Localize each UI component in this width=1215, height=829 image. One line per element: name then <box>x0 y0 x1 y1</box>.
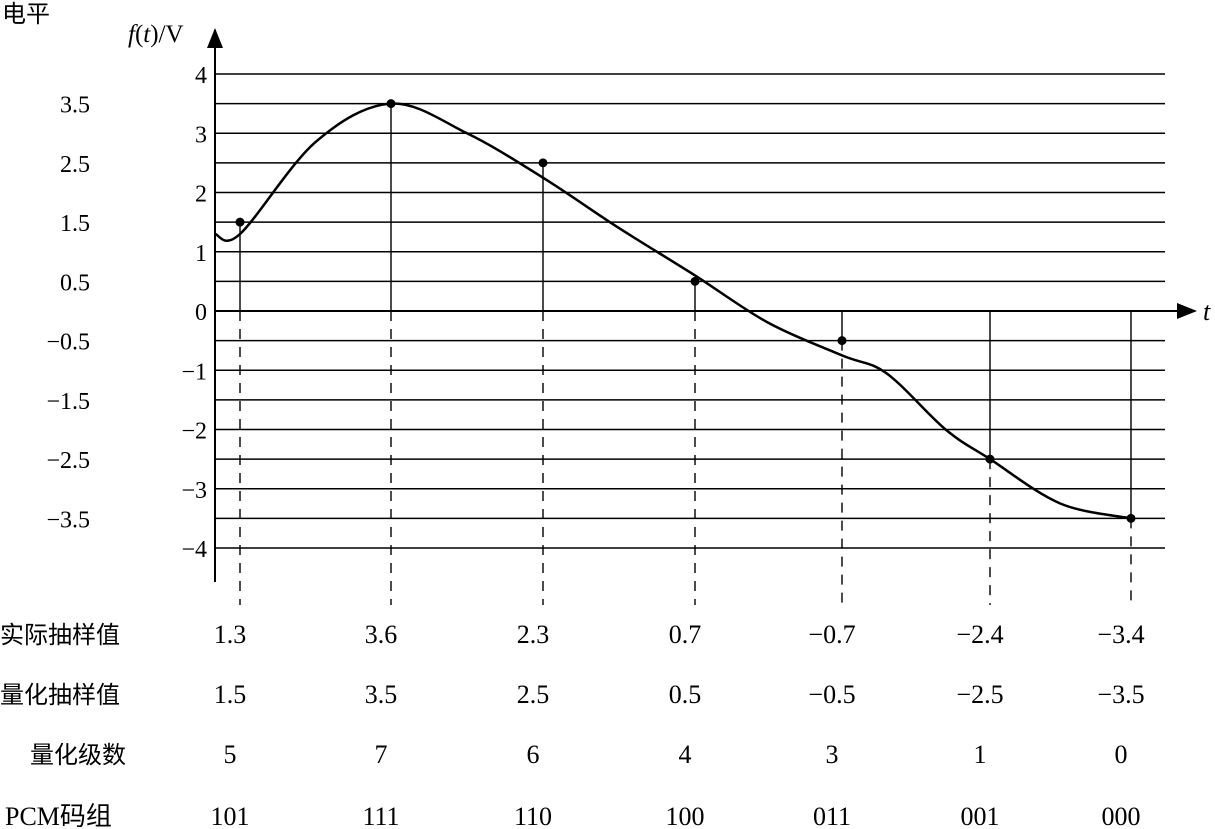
table-cell-code: 111 <box>362 802 399 829</box>
table-cell-actual: 1.3 <box>214 620 247 649</box>
level-tick-label: −2.5 <box>46 448 90 474</box>
level-tick-label: −1.5 <box>46 389 90 415</box>
table-cell-code: 000 <box>1102 802 1141 829</box>
table-cell-level: 6 <box>527 740 540 769</box>
table-cell-actual: 2.3 <box>517 620 550 649</box>
sample-point <box>235 217 245 227</box>
table-row-labels: 实际抽样值 量化抽样值 量化级数 PCM码组 <box>0 621 126 829</box>
table-cell-code: 011 <box>813 802 851 829</box>
y-tick-label: 4 <box>195 63 207 89</box>
table-cell-actual: 0.7 <box>669 620 702 649</box>
table-values: 1.3 3.6 2.3 0.7 −0.7 −2.4 −3.4 1.5 3.5 2.5 0.5 −0.5… <box>211 620 1145 829</box>
table-cell-level: 7 <box>375 740 388 769</box>
table-cell-quantized: 2.5 <box>517 680 550 709</box>
y-tick-label: 3 <box>195 122 207 148</box>
level-tick-label: 0.5 <box>60 270 90 296</box>
level-tick-label: 2.5 <box>60 152 90 178</box>
y-tick-label: 0 <box>195 300 207 326</box>
sample-point <box>690 276 700 286</box>
y-tick-label: 2 <box>195 182 207 208</box>
table-cell-level: 0 <box>1115 740 1128 769</box>
table-cell-code: 101 <box>211 802 250 829</box>
sample-points <box>235 99 1136 523</box>
sample-point <box>386 99 396 109</box>
table-cell-actual: −2.4 <box>956 620 1003 649</box>
sample-point <box>538 158 548 168</box>
y-axis-title: f(t)/V <box>128 21 184 48</box>
sample-point <box>985 454 995 464</box>
y-tick-label: −2 <box>181 419 207 445</box>
y-tick-labels: 4 3 2 1 0 −1 −2 −3 −4 <box>181 63 207 563</box>
table-cell-code: 001 <box>961 802 1000 829</box>
y-tick-label: −1 <box>181 359 207 385</box>
table-cell-actual: −3.4 <box>1097 620 1144 649</box>
y-tick-label: −4 <box>181 537 207 563</box>
level-tick-label: −0.5 <box>46 330 90 356</box>
level-tick-labels: 3.5 2.5 1.5 0.5 −0.5 −1.5 −2.5 −3.5 <box>46 93 90 534</box>
table-cell-quantized: 3.5 <box>365 680 398 709</box>
table-cell-code: 100 <box>666 802 705 829</box>
y-tick-label: −3 <box>181 478 207 504</box>
level-tick-label: 3.5 <box>60 93 90 119</box>
sample-lines <box>239 103 1132 605</box>
table-cell-quantized: −3.5 <box>1097 680 1144 709</box>
row-label-actual: 实际抽样值 <box>0 621 120 649</box>
table-cell-level: 3 <box>826 740 839 769</box>
grid-lines <box>215 73 1165 549</box>
table-cell-actual: −0.7 <box>808 620 855 649</box>
sample-point <box>1126 513 1136 523</box>
level-tick-label: −3.5 <box>46 507 90 533</box>
signal-curve <box>214 102 1132 520</box>
table-cell-code: 110 <box>514 802 552 829</box>
table-cell-level: 4 <box>679 740 692 769</box>
x-axis-title: t <box>1203 297 1211 326</box>
table-cell-quantized: −0.5 <box>808 680 855 709</box>
level-axis-title: 电平 <box>2 0 50 28</box>
row-label-code: PCM码组 <box>5 802 112 829</box>
table-cell-level: 1 <box>974 740 987 769</box>
sample-point <box>837 336 847 346</box>
row-label-quantized: 量化抽样值 <box>0 681 120 709</box>
table-cell-actual: 3.6 <box>365 620 398 649</box>
level-tick-label: 1.5 <box>60 211 90 237</box>
y-tick-label: 1 <box>195 241 207 267</box>
table-cell-quantized: 0.5 <box>669 680 702 709</box>
table-cell-level: 5 <box>224 740 237 769</box>
table-cell-quantized: −2.5 <box>956 680 1003 709</box>
table-cell-quantized: 1.5 <box>214 680 247 709</box>
row-label-level: 量化级数 <box>30 741 126 769</box>
